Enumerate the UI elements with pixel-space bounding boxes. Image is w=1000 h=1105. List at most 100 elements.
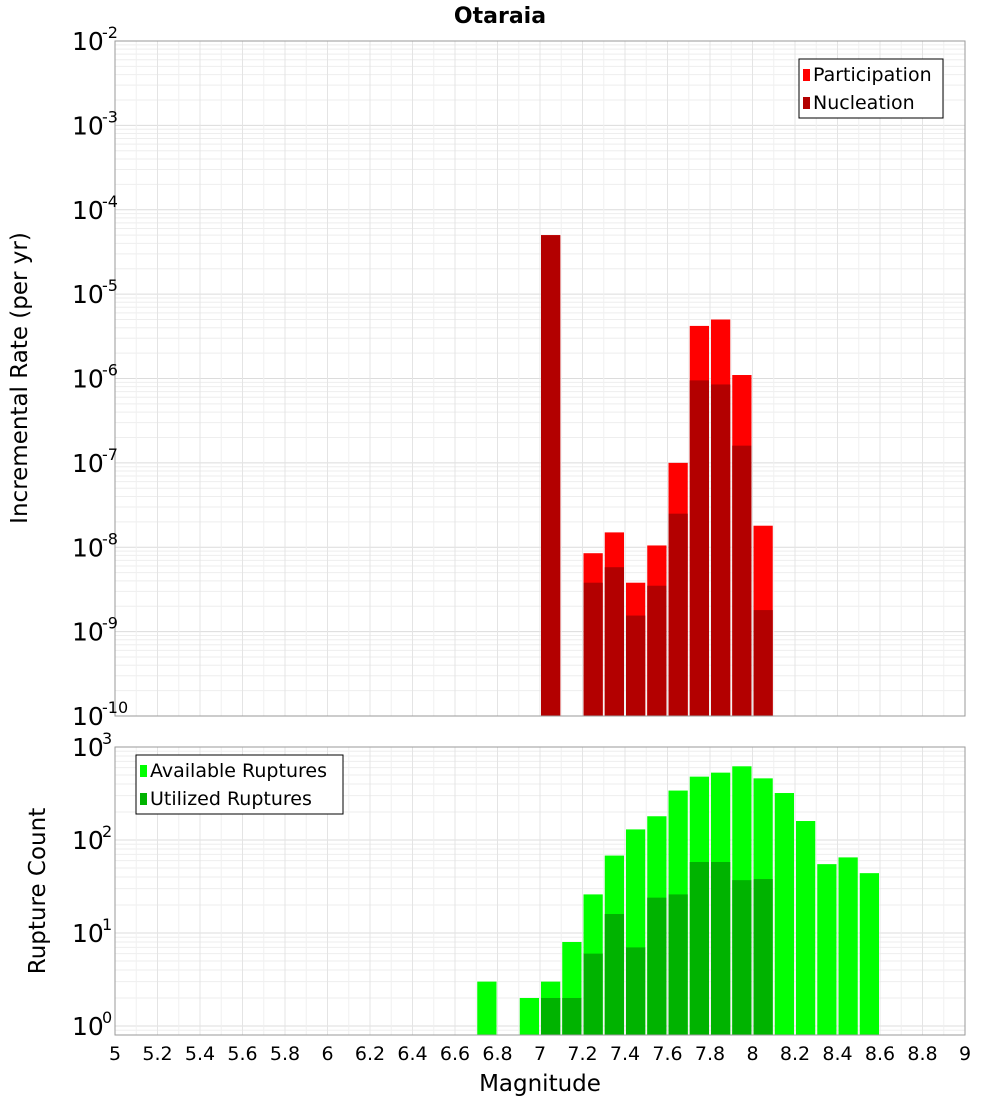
bar xyxy=(583,582,603,716)
x-tick-label: 6.4 xyxy=(397,1043,427,1065)
bar xyxy=(689,380,709,716)
bottom-y-axis-label: Rupture Count xyxy=(25,808,51,974)
plot-frame-count xyxy=(114,746,966,1036)
bar xyxy=(753,879,773,1035)
legend-rate: Participation Nucleation xyxy=(798,58,944,119)
plot-panel-rate: 10-210-310-410-510-610-710-810-910-10Par… xyxy=(72,23,966,731)
bar xyxy=(604,567,624,716)
y-tick-exponent: -9 xyxy=(102,614,118,633)
y-tick-base: 10 xyxy=(72,702,104,731)
bar xyxy=(796,821,816,1035)
y-tick-base: 10 xyxy=(72,826,104,855)
x-tick-label: 6.2 xyxy=(355,1043,385,1065)
bar xyxy=(477,981,497,1035)
bar xyxy=(626,615,646,716)
series-front-rate xyxy=(541,235,773,716)
y-tick-rate-4: 10-6 xyxy=(72,361,118,394)
y-tick-base: 10 xyxy=(72,618,104,647)
y-tick-rate-0: 10-2 xyxy=(72,23,118,56)
legend-label: Participation xyxy=(813,64,932,86)
y-tick-exponent: -7 xyxy=(102,445,118,464)
y-tick-count-1: 102 xyxy=(72,822,112,855)
y-tick-base: 10 xyxy=(72,449,104,478)
bar xyxy=(711,384,731,716)
chart-title: Otaraia xyxy=(454,4,546,29)
legend-swatch xyxy=(140,793,147,805)
series-front-count xyxy=(541,861,773,1035)
y-tick-base: 10 xyxy=(72,280,104,309)
bar xyxy=(541,997,561,1035)
bar xyxy=(689,861,709,1035)
legend-swatch xyxy=(803,97,810,109)
y-tick-exponent: -3 xyxy=(102,107,118,126)
y-tick-exponent: 0 xyxy=(102,1008,112,1027)
y-tick-base: 10 xyxy=(72,1012,104,1041)
bar xyxy=(732,445,752,716)
bar xyxy=(753,610,773,716)
y-tick-rate-8: 10-10 xyxy=(72,698,128,731)
x-tick-label: 8.4 xyxy=(822,1043,852,1065)
y-tick-rate-1: 10-3 xyxy=(72,107,118,140)
bar xyxy=(668,513,688,716)
x-tick-label: 5.2 xyxy=(142,1043,172,1065)
y-tick-rate-2: 10-4 xyxy=(72,192,118,225)
y-tick-base: 10 xyxy=(72,365,104,394)
y-tick-exponent: 2 xyxy=(102,822,112,841)
bar xyxy=(647,897,667,1035)
x-tick-label: 5 xyxy=(109,1043,121,1065)
bar xyxy=(838,857,858,1035)
y-tick-base: 10 xyxy=(72,196,104,225)
y-tick-exponent: -10 xyxy=(102,698,128,717)
x-tick-labels: 5 5.2 5.4 5.6 5.8 6 6.2 6.4 6.6 6.8 7 7.2 7.4 7.6 7.8 8… xyxy=(109,1043,971,1065)
x-tick-label: 7 xyxy=(534,1043,546,1065)
legend-swatch xyxy=(803,69,810,81)
y-tick-exponent: 1 xyxy=(102,915,112,934)
y-tick-exponent: -5 xyxy=(102,276,118,295)
x-tick-label: 7.8 xyxy=(695,1043,725,1065)
y-tick-rate-5: 10-7 xyxy=(72,445,118,478)
legend-label: Nucleation xyxy=(813,92,915,114)
legend-label: Available Ruptures xyxy=(150,760,327,782)
x-tick-label: 7.2 xyxy=(567,1043,597,1065)
top-y-axis-label: Incremental Rate (per yr) xyxy=(7,232,33,524)
y-tick-exponent: -8 xyxy=(102,529,118,548)
plot-frame-rate xyxy=(114,40,966,717)
y-tick-rate-3: 10-5 xyxy=(72,276,118,309)
bar xyxy=(711,861,731,1035)
y-tick-exponent: -4 xyxy=(102,192,118,211)
bar xyxy=(732,880,752,1035)
bar xyxy=(583,953,603,1035)
y-tick-exponent: -2 xyxy=(102,23,118,42)
gridlines-rate xyxy=(114,40,966,717)
y-tick-rate-7: 10-9 xyxy=(72,614,118,647)
x-tick-label: 8.2 xyxy=(780,1043,810,1065)
y-tick-base: 10 xyxy=(72,919,104,948)
y-tick-count-2: 101 xyxy=(72,915,112,948)
x-tick-label: 9 xyxy=(959,1043,971,1065)
bar xyxy=(541,235,561,716)
bar xyxy=(774,793,794,1035)
y-tick-base: 10 xyxy=(72,533,104,562)
bar xyxy=(668,894,688,1035)
y-tick-base: 10 xyxy=(72,111,104,140)
x-tick-label: 8 xyxy=(746,1043,758,1065)
legend-box xyxy=(135,754,344,815)
x-axis-label: Magnitude xyxy=(479,1071,601,1097)
y-tick-count-0: 103 xyxy=(72,729,112,762)
bar xyxy=(647,585,667,716)
x-tick-label: 8.8 xyxy=(907,1043,937,1065)
y-tick-exponent: 3 xyxy=(102,729,112,748)
legend-swatch xyxy=(140,765,147,777)
y-tick-base: 10 xyxy=(72,733,104,762)
x-tick-label: 6.6 xyxy=(440,1043,470,1065)
x-tick-label: 5.4 xyxy=(185,1043,215,1065)
bar xyxy=(604,914,624,1035)
x-tick-label: 7.6 xyxy=(652,1043,682,1065)
bar xyxy=(562,997,582,1035)
bar xyxy=(519,997,539,1035)
x-tick-label: 5.6 xyxy=(227,1043,257,1065)
bar xyxy=(626,947,646,1035)
